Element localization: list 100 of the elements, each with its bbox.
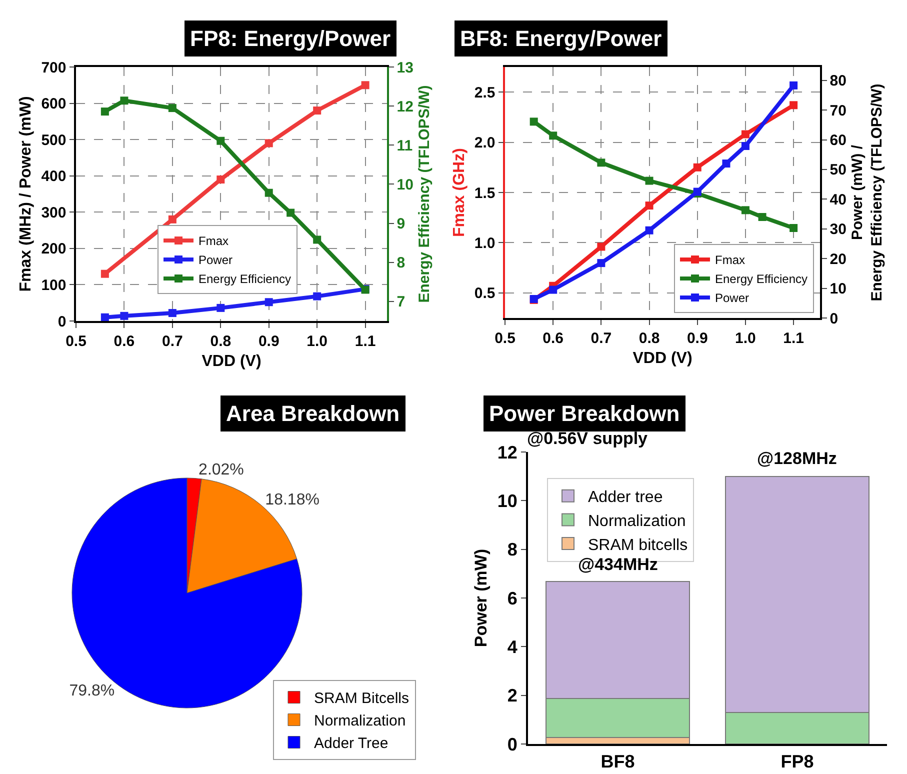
- y-tick-label: 200: [41, 240, 66, 258]
- y-axis-title: Power (mW): [471, 548, 490, 648]
- y-tick-label: 2.5: [474, 84, 496, 102]
- legend-label: Adder Tree: [314, 735, 388, 752]
- x-tick-label: BF8: [600, 752, 635, 772]
- x-tick-label: 0.5: [66, 332, 86, 350]
- point: [264, 188, 273, 197]
- y2-tick-label: 30: [830, 221, 846, 238]
- annotation: @128MHz: [757, 449, 837, 468]
- y-tick-label: 4: [507, 636, 518, 657]
- legend-label: Normalization: [588, 512, 686, 530]
- point: [120, 312, 128, 320]
- point: [693, 163, 702, 172]
- y-tick-label: 2.0: [474, 134, 496, 152]
- point: [361, 81, 370, 90]
- point: [216, 304, 225, 312]
- legend-label: Adder tree: [588, 489, 663, 506]
- point: [758, 213, 766, 222]
- data-label: 18.18%: [265, 491, 320, 508]
- point: [168, 104, 176, 112]
- x-tick-label: 0.7: [162, 332, 183, 350]
- y2-tick-label: 8: [396, 254, 406, 272]
- y-tick-label: 0.5: [474, 285, 496, 302]
- point: [549, 132, 558, 140]
- x-tick-label: 1.1: [354, 332, 376, 350]
- y-tick-label: 0: [507, 734, 518, 754]
- y2-axis-title: Power (mW) / Energy Efficiency (TFLOPS/W): [848, 84, 886, 302]
- point: [790, 224, 798, 232]
- point: [741, 130, 750, 138]
- y2-tick-label: 60: [830, 132, 846, 150]
- point: [530, 118, 538, 126]
- legend-label: Normalization: [314, 712, 406, 730]
- y2-tick-label: 11: [396, 137, 413, 154]
- point: [597, 242, 606, 251]
- y2-tick-label: 7: [396, 294, 406, 311]
- x-tick-label: 0.9: [686, 330, 708, 347]
- y-tick-label: 6: [507, 588, 518, 608]
- y-tick-label: 10: [497, 490, 518, 511]
- y-axis-title: Fmax (GHz): [450, 148, 468, 237]
- y-tick-label: 1.0: [474, 234, 496, 252]
- y-tick-label: 100: [41, 276, 66, 294]
- x-tick-label: 0.6: [542, 330, 564, 347]
- y2-tick-label: 0: [830, 310, 838, 328]
- y-tick-label: 500: [41, 132, 66, 149]
- chart-title: Area Breakdown: [226, 401, 400, 426]
- y2-tick-label: 12: [396, 98, 414, 116]
- y-tick-label: 8: [507, 540, 518, 560]
- point: [597, 158, 606, 167]
- x-tick-label: 0.8: [210, 332, 232, 350]
- y-tick-label: 600: [41, 96, 66, 113]
- legend-label: SRAM Bitcells: [314, 690, 410, 708]
- point: [100, 270, 109, 278]
- point: [100, 108, 109, 116]
- point: [313, 106, 322, 115]
- point: [741, 142, 750, 150]
- y2-tick-label: 10: [396, 176, 414, 194]
- legend-label: Fmax: [715, 253, 745, 268]
- point: [168, 309, 176, 318]
- x-tick-label: 0.9: [258, 332, 280, 350]
- point: [549, 286, 558, 294]
- y-axis-title: Fmax (MHz) / Power (mW): [18, 96, 35, 292]
- y-tick-label: 12: [497, 442, 518, 462]
- point: [313, 236, 322, 244]
- legend-label: Energy Efficiency: [715, 272, 808, 286]
- data-label: 79.8%: [69, 682, 115, 700]
- y2-tick-label: 9: [396, 216, 406, 233]
- point: [645, 176, 654, 185]
- y2-tick-label: 20: [830, 250, 846, 268]
- chart-title: Power Breakdown: [489, 401, 680, 426]
- point: [722, 160, 730, 168]
- point: [286, 208, 295, 217]
- point: [264, 139, 273, 148]
- y-tick-label: 0: [58, 313, 66, 330]
- y2-tick-label: 70: [830, 102, 846, 120]
- point: [790, 101, 798, 110]
- y-tick-label: 700: [41, 59, 66, 76]
- x-tick-label: FP8: [780, 752, 814, 772]
- x-tick-label: 1.0: [306, 332, 328, 350]
- point: [597, 259, 606, 268]
- point: [645, 226, 654, 234]
- x-axis-title: VDD (V): [632, 350, 692, 367]
- y-tick-label: 300: [41, 204, 66, 222]
- y2-tick-label: 10: [830, 280, 846, 298]
- y2-tick-label: 50: [830, 162, 846, 179]
- chart-title: BF8: Energy/Power: [460, 26, 662, 51]
- legend-label: Power: [198, 253, 233, 268]
- y2-tick-label: 80: [830, 72, 846, 90]
- legend-label: Fmax: [198, 234, 228, 248]
- point: [216, 136, 225, 145]
- x-tick-label: 0.8: [638, 330, 660, 347]
- y2-tick-label: 13: [396, 59, 414, 76]
- legend-label: Power: [715, 291, 750, 306]
- point: [216, 175, 225, 184]
- y2-axis-title: Energy Efficiency (TFLOPS/W): [416, 85, 433, 303]
- legend-label: Energy Efficiency: [198, 272, 291, 286]
- x-axis-title: VDD (V): [202, 352, 262, 370]
- y-tick-label: 400: [41, 168, 66, 186]
- point: [313, 292, 322, 300]
- point: [264, 298, 273, 306]
- point: [120, 96, 128, 105]
